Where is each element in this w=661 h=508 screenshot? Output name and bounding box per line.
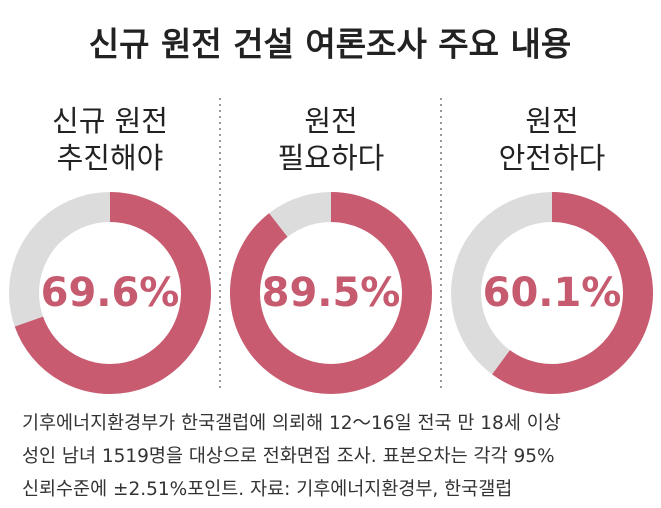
footnote: 기후에너지환경부가 한국갤럽에 의뢰해 12～16일 전국 만 18세 이상 <box>22 413 561 434</box>
chart-subtitle: 신규 원전 <box>52 104 168 138</box>
chart-subtitle: 안전하다 <box>499 141 606 175</box>
footnote: 신뢰수준에 ±2.51%포인트. 자료: 기후에너지환경부, 한국갤럽 <box>22 479 512 500</box>
footnote: 성인 남녀 1519명을 대상으로 전화면접 조사. 표본오차는 각각 95% <box>22 446 555 467</box>
value-label: 69.6% <box>41 270 180 316</box>
value-label: 60.1% <box>483 270 622 316</box>
donut-segment <box>230 192 432 394</box>
chart-title: 신규 원전 건설 여론조사 주요 내용 <box>89 25 571 64</box>
chart-subtitle: 필요하다 <box>278 141 385 175</box>
value-label: 89.5% <box>262 270 401 316</box>
chart-subtitle: 원전 <box>525 104 578 138</box>
donut-segment <box>14 192 211 394</box>
chart-subtitle: 원전 <box>304 104 357 138</box>
donut-segment <box>492 192 653 394</box>
chart-subtitle: 추진해야 <box>57 141 164 175</box>
